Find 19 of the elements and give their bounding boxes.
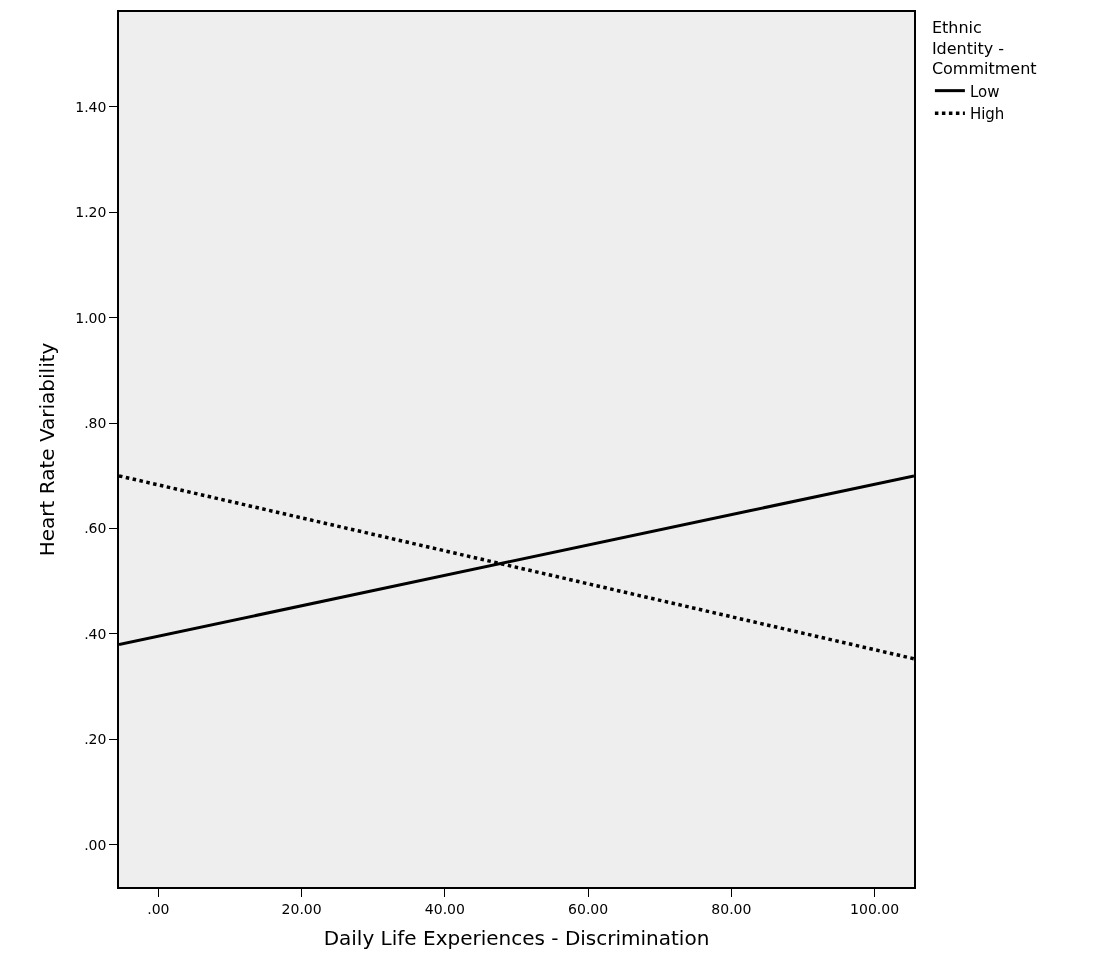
y-tick-label: .00 — [84, 836, 107, 853]
y-tick-label: 1.00 — [75, 309, 107, 326]
legend-label: High — [969, 105, 1005, 123]
x-tick-label: 60.00 — [568, 900, 609, 917]
legend-label: Low — [969, 82, 1000, 101]
y-tick-label: 1.20 — [75, 204, 107, 221]
y-tick-label: .80 — [84, 415, 107, 432]
x-tick-label: .00 — [147, 900, 170, 917]
y-tick-label: 1.40 — [75, 98, 107, 115]
legend-title: Ethnic Identity - Commitment — [931, 17, 1037, 79]
y-axis-title: Heart Rate Variability — [35, 342, 60, 557]
x-axis-title: Daily Life Experiences - Discrimination — [323, 925, 710, 950]
x-tick-label: 80.00 — [711, 900, 752, 917]
x-tick-label: 20.00 — [281, 900, 322, 917]
x-tick-label: 100.00 — [850, 900, 900, 917]
y-tick-label: .40 — [84, 625, 107, 642]
y-tick-label: .20 — [84, 731, 107, 748]
y-tick-label: .60 — [84, 520, 107, 537]
x-tick-label: 40.00 — [424, 900, 465, 917]
